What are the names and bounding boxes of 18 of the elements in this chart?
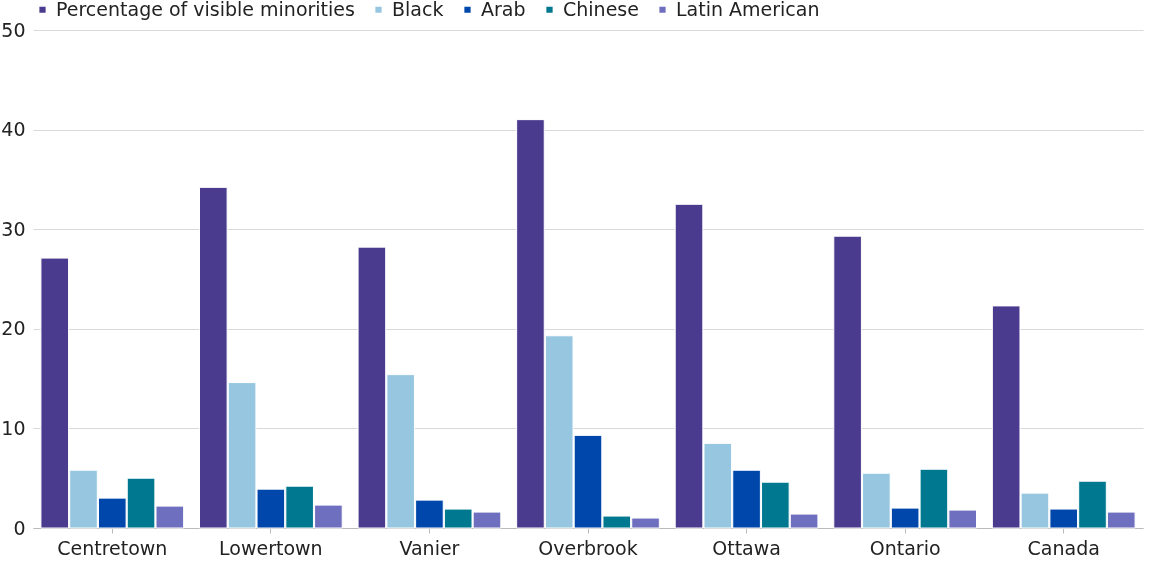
y-tick-label: 30 [1, 217, 26, 240]
y-tick-label: 0 [13, 516, 26, 539]
legend-label: Black [392, 0, 444, 20]
x-tick-label: Canada [1027, 536, 1100, 559]
legend-label: Arab [481, 0, 526, 20]
y-tick-label: 10 [1, 416, 26, 439]
x-tick-label: Centretown [57, 536, 168, 559]
y-tick-label: 20 [1, 317, 26, 340]
x-tick-label: Lowertown [219, 536, 323, 559]
legend-label: Latin American [676, 0, 820, 20]
legend-label: Percentage of visible minorities [56, 0, 355, 20]
y-tick-label: 40 [1, 118, 26, 141]
x-tick-label: Ottawa [712, 536, 781, 559]
y-tick-label: 50 [1, 18, 26, 41]
legend-label: Chinese [563, 0, 639, 20]
x-tick-label: Ontario [869, 536, 941, 559]
x-tick-label: Vanier [399, 536, 460, 559]
x-tick-label: Overbrook [538, 536, 638, 559]
